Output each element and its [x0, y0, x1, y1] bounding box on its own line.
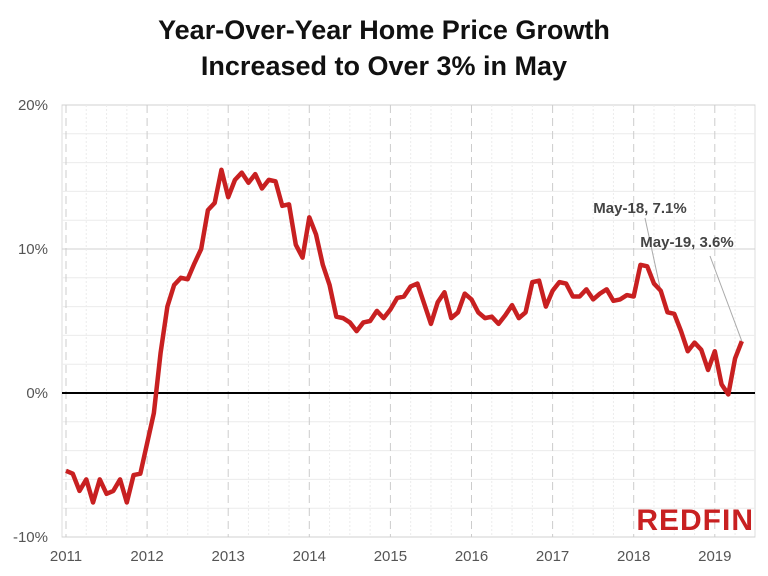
x-tick-label: 2015 — [374, 548, 407, 565]
annotation-label: May-19, 3.6% — [640, 234, 733, 251]
x-tick-label: 2017 — [536, 548, 569, 565]
annotation-leader-line — [709, 255, 743, 342]
y-tick-label: 10% — [18, 241, 48, 258]
x-tick-label: 2018 — [617, 548, 650, 565]
annotation-label: May-18, 7.1% — [593, 200, 686, 217]
x-tick-label: 2011 — [50, 548, 82, 565]
redfin-logo: REDFIN — [636, 504, 754, 537]
y-tick-label: 0% — [26, 385, 48, 402]
y-tick-label: -10% — [13, 529, 48, 546]
x-tick-label: 2019 — [698, 548, 731, 565]
x-tick-label: 2016 — [455, 548, 488, 565]
x-tick-label: 2014 — [293, 548, 326, 565]
x-tick-label: 2012 — [130, 548, 163, 565]
x-tick-label: 2013 — [212, 548, 245, 565]
chart-title: Year-Over-Year Home Price Growth Increas… — [0, 12, 768, 84]
chart-title-line-1: Year-Over-Year Home Price Growth — [158, 15, 610, 45]
y-tick-label: 20% — [18, 97, 48, 114]
series-line — [65, 167, 744, 505]
annotation-leader-line — [644, 217, 662, 291]
chart-title-line-2: Increased to Over 3% in May — [200, 51, 568, 81]
